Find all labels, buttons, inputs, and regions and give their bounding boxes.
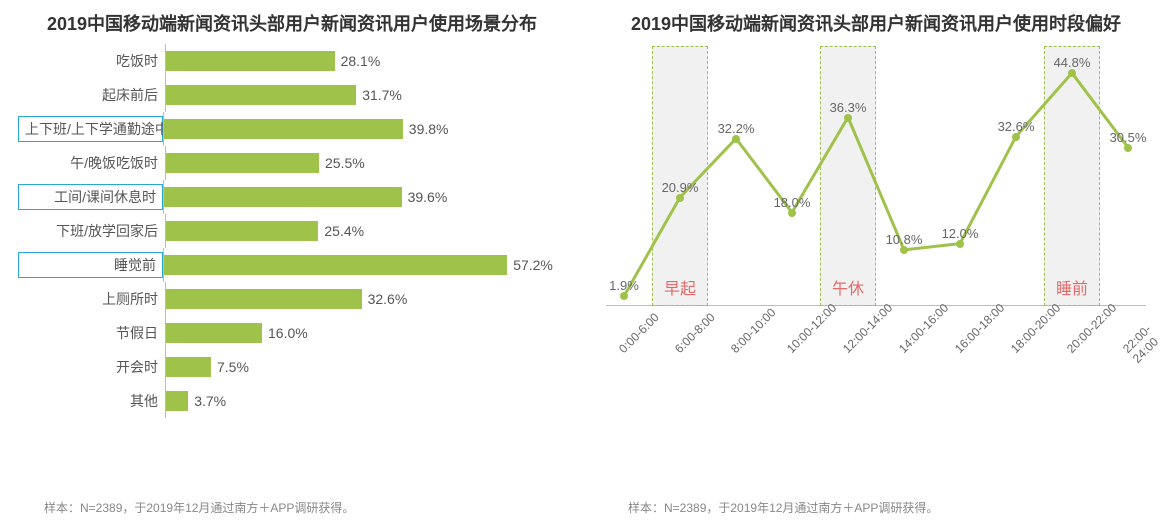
bar-value-label: 32.6%: [362, 289, 408, 309]
bar: [164, 119, 403, 139]
bar-track: 39.6%: [164, 187, 564, 207]
line-marker: [676, 194, 684, 202]
x-tick-label: 8:00-10:00: [728, 306, 778, 356]
bar-chart-footnote: 样本：N=2389，于2019年12月通过南方＋APP调研获得。: [44, 499, 354, 516]
bar-track: 3.7%: [166, 391, 564, 411]
line-chart-footnote: 样本：N=2389，于2019年12月通过南方＋APP调研获得。: [628, 499, 938, 516]
bar: [164, 255, 507, 275]
bar-track: 31.7%: [166, 85, 564, 105]
bar-row: 下班/放学回家后 25.4%: [20, 214, 564, 248]
x-tick-label: 10:00-12:00: [784, 301, 839, 356]
line-marker: [620, 292, 628, 300]
line-marker: [844, 114, 852, 122]
bar: [166, 221, 318, 241]
bar-track: 16.0%: [166, 323, 564, 343]
bar-category-label: 吃饭时: [20, 50, 165, 72]
bar-chart-area: 吃饭时 28.1% 起床前后 31.7% 上下班/上下学通勤途中 39.8% 午/晚饭吃饭时…: [20, 44, 564, 418]
line-marker: [956, 240, 964, 248]
bar-row: 开会时 7.5%: [20, 350, 564, 384]
bar-track: 57.2%: [164, 255, 564, 275]
bar-row: 上厕所时 32.6%: [20, 282, 564, 316]
bar-row: 其他 3.7%: [20, 384, 564, 418]
bar-track: 25.5%: [166, 153, 564, 173]
bar-track: 28.1%: [166, 51, 564, 71]
line-chart-panel: 2019中国移动端新闻资讯头部用户新闻资讯用户使用时段偏好 早起午休睡前1.9%…: [584, 0, 1168, 528]
bar-value-label: 3.7%: [188, 391, 226, 411]
bar: [166, 289, 362, 309]
bar-value-label: 39.6%: [402, 187, 448, 207]
bar-chart-panel: 2019中国移动端新闻资讯头部用户新闻资讯用户使用场景分布 吃饭时 28.1% 起床…: [0, 0, 584, 528]
line-chart-area: 早起午休睡前1.9%20.9%32.2%18.0%36.3%10.8%12.0%…: [606, 46, 1146, 386]
bar: [166, 153, 319, 173]
bar-row: 睡觉前 57.2%: [20, 248, 564, 282]
bar: [166, 391, 188, 411]
bar-value-label: 28.1%: [335, 51, 381, 71]
bar-category-label: 上下班/上下学通勤途中: [18, 116, 163, 142]
bar-track: 39.8%: [164, 119, 564, 139]
bar-track: 25.4%: [166, 221, 564, 241]
bar-category-label: 节假日: [20, 322, 165, 344]
line-value-label: 30.5%: [1110, 130, 1147, 145]
bar: [166, 85, 356, 105]
bar-category-label: 午/晚饭吃饭时: [20, 152, 165, 174]
bar: [166, 323, 262, 343]
bar-value-label: 39.8%: [403, 119, 449, 139]
line-value-label: 10.8%: [886, 232, 923, 247]
bar: [166, 357, 211, 377]
line-series: [606, 46, 1146, 306]
bar-category-label: 睡觉前: [18, 252, 163, 278]
bar-row: 节假日 16.0%: [20, 316, 564, 350]
x-tick-label: 14:00-16:00: [896, 301, 951, 356]
line-value-label: 20.9%: [662, 180, 699, 195]
bar: [164, 187, 402, 207]
x-tick-label: 22:00-24:00: [1120, 322, 1164, 366]
line-marker: [900, 246, 908, 254]
bar-row: 午/晚饭吃饭时 25.5%: [20, 146, 564, 180]
line-chart-title: 2019中国移动端新闻资讯头部用户新闻资讯用户使用时段偏好: [604, 12, 1148, 36]
line-value-label: 44.8%: [1054, 55, 1091, 70]
bar-category-label: 起床前后: [20, 84, 165, 106]
bar-row: 上下班/上下学通勤途中 39.8%: [20, 112, 564, 146]
bar-value-label: 31.7%: [356, 85, 402, 105]
x-tick-label: 6:00-8:00: [672, 310, 718, 356]
bar-category-label: 开会时: [20, 356, 165, 378]
line-marker: [1012, 133, 1020, 141]
line-value-label: 12.0%: [942, 226, 979, 241]
bar-value-label: 25.4%: [318, 221, 364, 241]
bar-chart-title: 2019中国移动端新闻资讯头部用户新闻资讯用户使用场景分布: [20, 12, 564, 36]
line-marker: [788, 209, 796, 217]
bar-value-label: 25.5%: [319, 153, 365, 173]
line-marker: [732, 135, 740, 143]
line-value-label: 32.6%: [998, 119, 1035, 134]
bar-value-label: 7.5%: [211, 357, 249, 377]
line-marker: [1124, 144, 1132, 152]
x-tick-label: 12:00-14:00: [840, 301, 895, 356]
bar-row: 起床前后 31.7%: [20, 78, 564, 112]
line-value-label: 18.0%: [774, 195, 811, 210]
line-value-label: 36.3%: [830, 100, 867, 115]
bar-category-label: 上厕所时: [20, 288, 165, 310]
bar-row: 工间/课间休息时 39.6%: [20, 180, 564, 214]
bar-value-label: 57.2%: [507, 255, 553, 275]
bar-track: 32.6%: [166, 289, 564, 309]
line-value-label: 1.9%: [609, 278, 639, 293]
bar-category-label: 下班/放学回家后: [20, 220, 165, 242]
x-tick-label: 16:00-18:00: [952, 301, 1007, 356]
line-marker: [1068, 69, 1076, 77]
bar: [166, 51, 335, 71]
bar-category-label: 其他: [20, 390, 165, 412]
x-tick-label: 18:00-20:00: [1008, 301, 1063, 356]
x-tick-label: 20:00-22:00: [1064, 301, 1119, 356]
bar-category-label: 工间/课间休息时: [18, 184, 163, 210]
bar-track: 7.5%: [166, 357, 564, 377]
x-tick-label: 0:00-6:00: [616, 310, 662, 356]
bar-value-label: 16.0%: [262, 323, 308, 343]
line-value-label: 32.2%: [718, 121, 755, 136]
bar-row: 吃饭时 28.1%: [20, 44, 564, 78]
